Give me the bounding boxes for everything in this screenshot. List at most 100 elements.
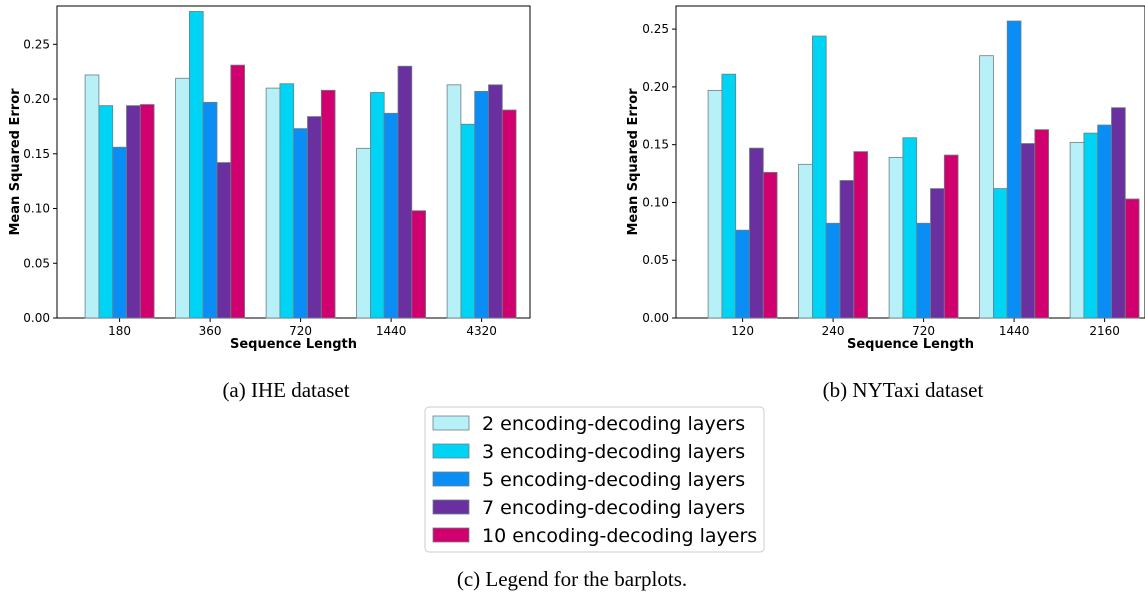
legend-label: 10 encoding-decoding layers — [482, 525, 757, 547]
bar — [1097, 124, 1112, 319]
y-axis-label: Mean Squared Error — [626, 88, 641, 236]
y-tick-label: 0.00 — [642, 311, 669, 325]
caption-b: (b) NYTaxi dataset — [823, 378, 984, 402]
legend-swatch — [432, 499, 470, 515]
legend-frame — [424, 406, 765, 553]
y-tick-label: 0.20 — [23, 92, 50, 106]
bar — [460, 123, 476, 319]
bar — [216, 162, 232, 319]
bar — [993, 188, 1008, 319]
bar — [839, 180, 855, 319]
x-axis: 120 240 720 1440 2160 — [731, 318, 1120, 338]
legend-label: 2 encoding-decoding layers — [482, 413, 745, 435]
bar — [798, 163, 813, 319]
bar — [979, 55, 994, 319]
bars — [707, 20, 1140, 319]
x-tick-label: 720 — [912, 324, 935, 338]
bar — [474, 90, 489, 319]
y-tick-label: 0.00 — [23, 311, 50, 325]
x-tick-label: 720 — [289, 324, 312, 338]
bar — [943, 154, 959, 319]
x-tick-label: 120 — [731, 324, 754, 338]
bar — [1034, 129, 1050, 319]
bar — [175, 77, 190, 319]
bar — [888, 156, 904, 319]
legend-label: 5 encoding-decoding layers — [482, 469, 745, 491]
bar — [930, 188, 945, 319]
bar — [825, 222, 841, 319]
y-tick-label: 0.15 — [23, 147, 50, 161]
bar — [98, 105, 114, 319]
bar — [307, 116, 322, 319]
bar — [1083, 132, 1099, 319]
x-tick-label: 1440 — [999, 324, 1030, 338]
bar — [188, 11, 204, 319]
bar — [812, 35, 827, 319]
bar — [126, 105, 141, 319]
bar — [1124, 198, 1140, 319]
bar — [139, 104, 155, 319]
bar — [293, 128, 308, 319]
y-tick-label: 0.10 — [23, 202, 50, 216]
y-tick-label: 0.10 — [642, 195, 669, 209]
x-tick-label: 360 — [199, 324, 222, 338]
bar — [84, 74, 100, 319]
bar — [749, 147, 764, 319]
x-tick-label: 1440 — [376, 324, 407, 338]
legend-swatch — [432, 443, 470, 459]
bar — [320, 89, 336, 319]
bar — [721, 73, 737, 319]
legend: 2 encoding-decoding layers 3 encoding-dec… — [424, 406, 765, 591]
bar — [853, 151, 868, 319]
bar — [735, 229, 750, 319]
bar — [356, 147, 371, 319]
bar — [902, 137, 918, 319]
x-axis: 180 360 720 1440 4320 — [108, 318, 497, 338]
chart-ihe: 0.00 0.05 0.10 0.15 0.20 0.25 180 360 720 1440 43… — [8, 5, 531, 402]
y-tick-label: 0.05 — [23, 256, 50, 270]
bar — [1069, 141, 1085, 319]
x-axis-label: Sequence Length — [847, 337, 974, 352]
bar — [397, 65, 413, 319]
y-tick-label: 0.25 — [642, 22, 669, 36]
bar — [1006, 20, 1022, 319]
y-axis-label: Mean Squared Error — [8, 88, 23, 236]
bar — [265, 87, 281, 319]
legend-swatch — [432, 415, 470, 431]
bar — [383, 112, 399, 319]
x-tick-label: 180 — [108, 324, 131, 338]
bar — [446, 84, 462, 319]
x-axis-label: Sequence Length — [230, 337, 357, 352]
bar — [762, 171, 778, 319]
y-tick-label: 0.15 — [642, 138, 669, 152]
y-tick-label: 0.20 — [642, 80, 669, 94]
caption-a: (a) IHE dataset — [222, 378, 349, 402]
legend-swatch — [432, 527, 470, 543]
y-tick-label: 0.25 — [23, 37, 50, 51]
y-axis: 0.00 0.05 0.10 0.15 0.20 0.25 — [23, 37, 57, 325]
y-tick-label: 0.05 — [642, 253, 669, 267]
bar — [112, 146, 127, 319]
bar — [1020, 143, 1036, 319]
bar — [411, 210, 426, 319]
chart-nytaxi: 0.00 0.05 0.10 0.15 0.20 0.25 120 240 720 1440 21… — [626, 5, 1145, 402]
x-tick-label: 240 — [822, 324, 845, 338]
bar — [707, 89, 723, 319]
bar — [488, 84, 503, 319]
bar — [916, 222, 931, 319]
bars — [84, 11, 517, 319]
x-tick-label: 2160 — [1089, 324, 1120, 338]
bar — [501, 109, 517, 319]
legend-label: 7 encoding-decoding layers — [482, 497, 745, 519]
legend-label: 3 encoding-decoding layers — [482, 441, 745, 463]
bar — [202, 101, 218, 319]
caption-c: (c) Legend for the barplots. — [457, 567, 687, 591]
y-axis: 0.00 0.05 0.10 0.15 0.20 0.25 — [642, 22, 676, 325]
x-tick-label: 4320 — [466, 324, 497, 338]
bar — [230, 64, 246, 319]
bar — [369, 92, 385, 319]
bar — [1111, 107, 1126, 319]
bar — [279, 83, 295, 319]
legend-swatch — [432, 471, 470, 487]
